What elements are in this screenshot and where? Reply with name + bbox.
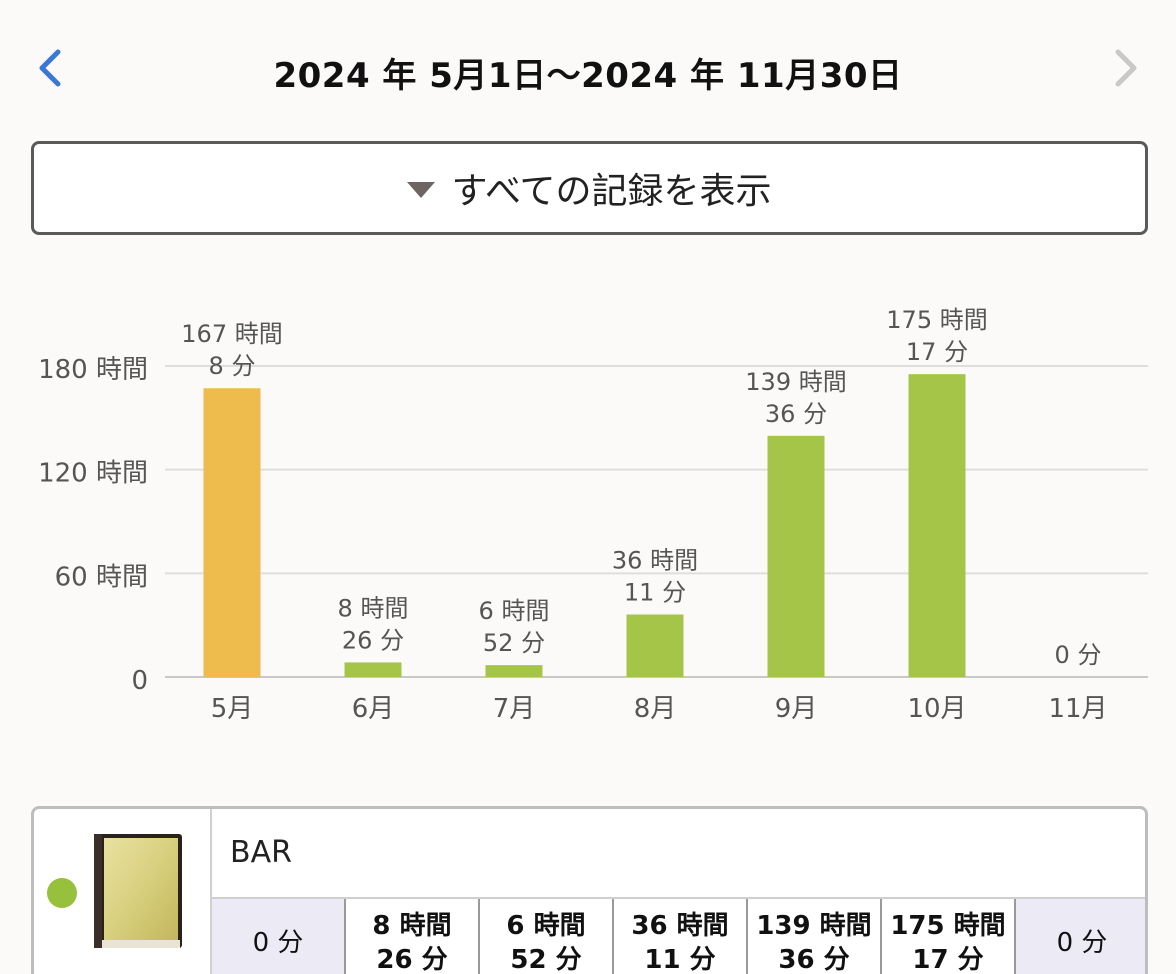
monthly-bar-chart: 0 60 時間 120 時間 180 時間 5月 167 時間 8 分 6月 8 時間 26 分 7…: [0, 290, 1176, 750]
bar: [767, 435, 825, 677]
summary-cell-text: 17 分: [912, 945, 984, 974]
y-tick-label: 120 時間: [38, 459, 148, 489]
summary-cell-text: 8 時間: [372, 911, 452, 941]
chevron-left-icon: [39, 49, 61, 87]
record-card[interactable]: BAR 0 分 8 時間 26 分 6 時間 52 分 36 時間 11 分 139 時間 36…: [31, 806, 1148, 974]
book-icon: [94, 834, 182, 948]
y-tick-label: 60 時間: [55, 562, 148, 592]
data-label: 17 分: [906, 338, 968, 366]
bar: [908, 374, 966, 677]
x-tick-label: 6月: [352, 694, 395, 724]
x-tick-label: 7月: [493, 694, 536, 724]
data-label: 167 時間: [181, 320, 282, 348]
summary-cell: 36 時間 11 分: [614, 899, 748, 974]
summary-cell-text: 0 分: [1056, 928, 1108, 958]
data-label: 11 分: [624, 578, 686, 606]
data-label: 139 時間: [745, 368, 846, 396]
summary-cell-text: 26 分: [376, 945, 448, 974]
summary-cell: 0 分: [212, 899, 346, 974]
dropdown-triangle-icon: [407, 182, 436, 198]
summary-cell: 6 時間 52 分: [480, 899, 614, 974]
show-all-records-dropdown[interactable]: すべての記録を表示: [31, 141, 1148, 235]
data-label: 26 分: [342, 626, 404, 654]
period-title: 2024 年 5月1日～2024 年 11月30日: [273, 56, 903, 96]
summary-cell-text: 52 分: [510, 945, 582, 974]
filter-label: すべての記録を表示: [451, 171, 772, 212]
x-tick-label: 11月: [1048, 694, 1107, 724]
record-name: BAR: [230, 835, 292, 870]
category-color-dot: [47, 878, 77, 908]
x-tick-label: 9月: [775, 694, 818, 724]
chevron-right-icon: [1115, 49, 1137, 87]
summary-cell-text: 175 時間: [890, 911, 1006, 941]
data-label: 52 分: [483, 629, 545, 657]
next-period-button[interactable]: [1106, 46, 1146, 90]
data-label: 175 時間: [886, 306, 987, 334]
summary-cell-text: 139 時間: [756, 911, 872, 941]
bar: [344, 662, 402, 677]
previous-period-button[interactable]: [30, 46, 70, 90]
summary-cell-text: 36 時間: [631, 911, 729, 941]
summary-cell-text: 0 分: [252, 928, 304, 958]
summary-cell: 175 時間 17 分: [882, 899, 1016, 974]
monthly-summary-row: 0 分 8 時間 26 分 6 時間 52 分 36 時間 11 分 139 時間 36 分 17…: [212, 897, 1145, 974]
y-tick-label: 0: [131, 666, 148, 696]
bar: [626, 614, 684, 677]
x-tick-label: 5月: [211, 694, 254, 724]
summary-cell: 8 時間 26 分: [346, 899, 480, 974]
summary-cell-text: 6 時間: [506, 911, 586, 941]
x-tick-label: 10月: [907, 694, 966, 724]
summary-cell: 0 分: [1016, 899, 1145, 974]
data-label: 8 分: [209, 352, 256, 380]
x-tick-label: 8月: [634, 694, 677, 724]
summary-cell-text: 36 分: [778, 945, 850, 974]
data-label: 0 分: [1055, 641, 1102, 669]
bar: [203, 388, 261, 677]
y-tick-label: 180 時間: [38, 355, 148, 385]
data-label: 36 時間: [612, 546, 698, 574]
summary-cell-text: 11 分: [644, 945, 716, 974]
data-label: 8 時間: [338, 594, 409, 622]
data-label: 6 時間: [479, 597, 550, 625]
card-icon-area: [34, 809, 212, 974]
chart-canvas: 0 60 時間 120 時間 180 時間 5月 167 時間 8 分 6月 8 時間 26 分 7…: [38, 306, 1148, 724]
summary-cell: 139 時間 36 分: [748, 899, 882, 974]
data-label: 36 分: [765, 400, 827, 428]
bar: [485, 665, 543, 677]
period-navigation: 2024 年 5月1日～2024 年 11月30日: [0, 30, 1176, 110]
